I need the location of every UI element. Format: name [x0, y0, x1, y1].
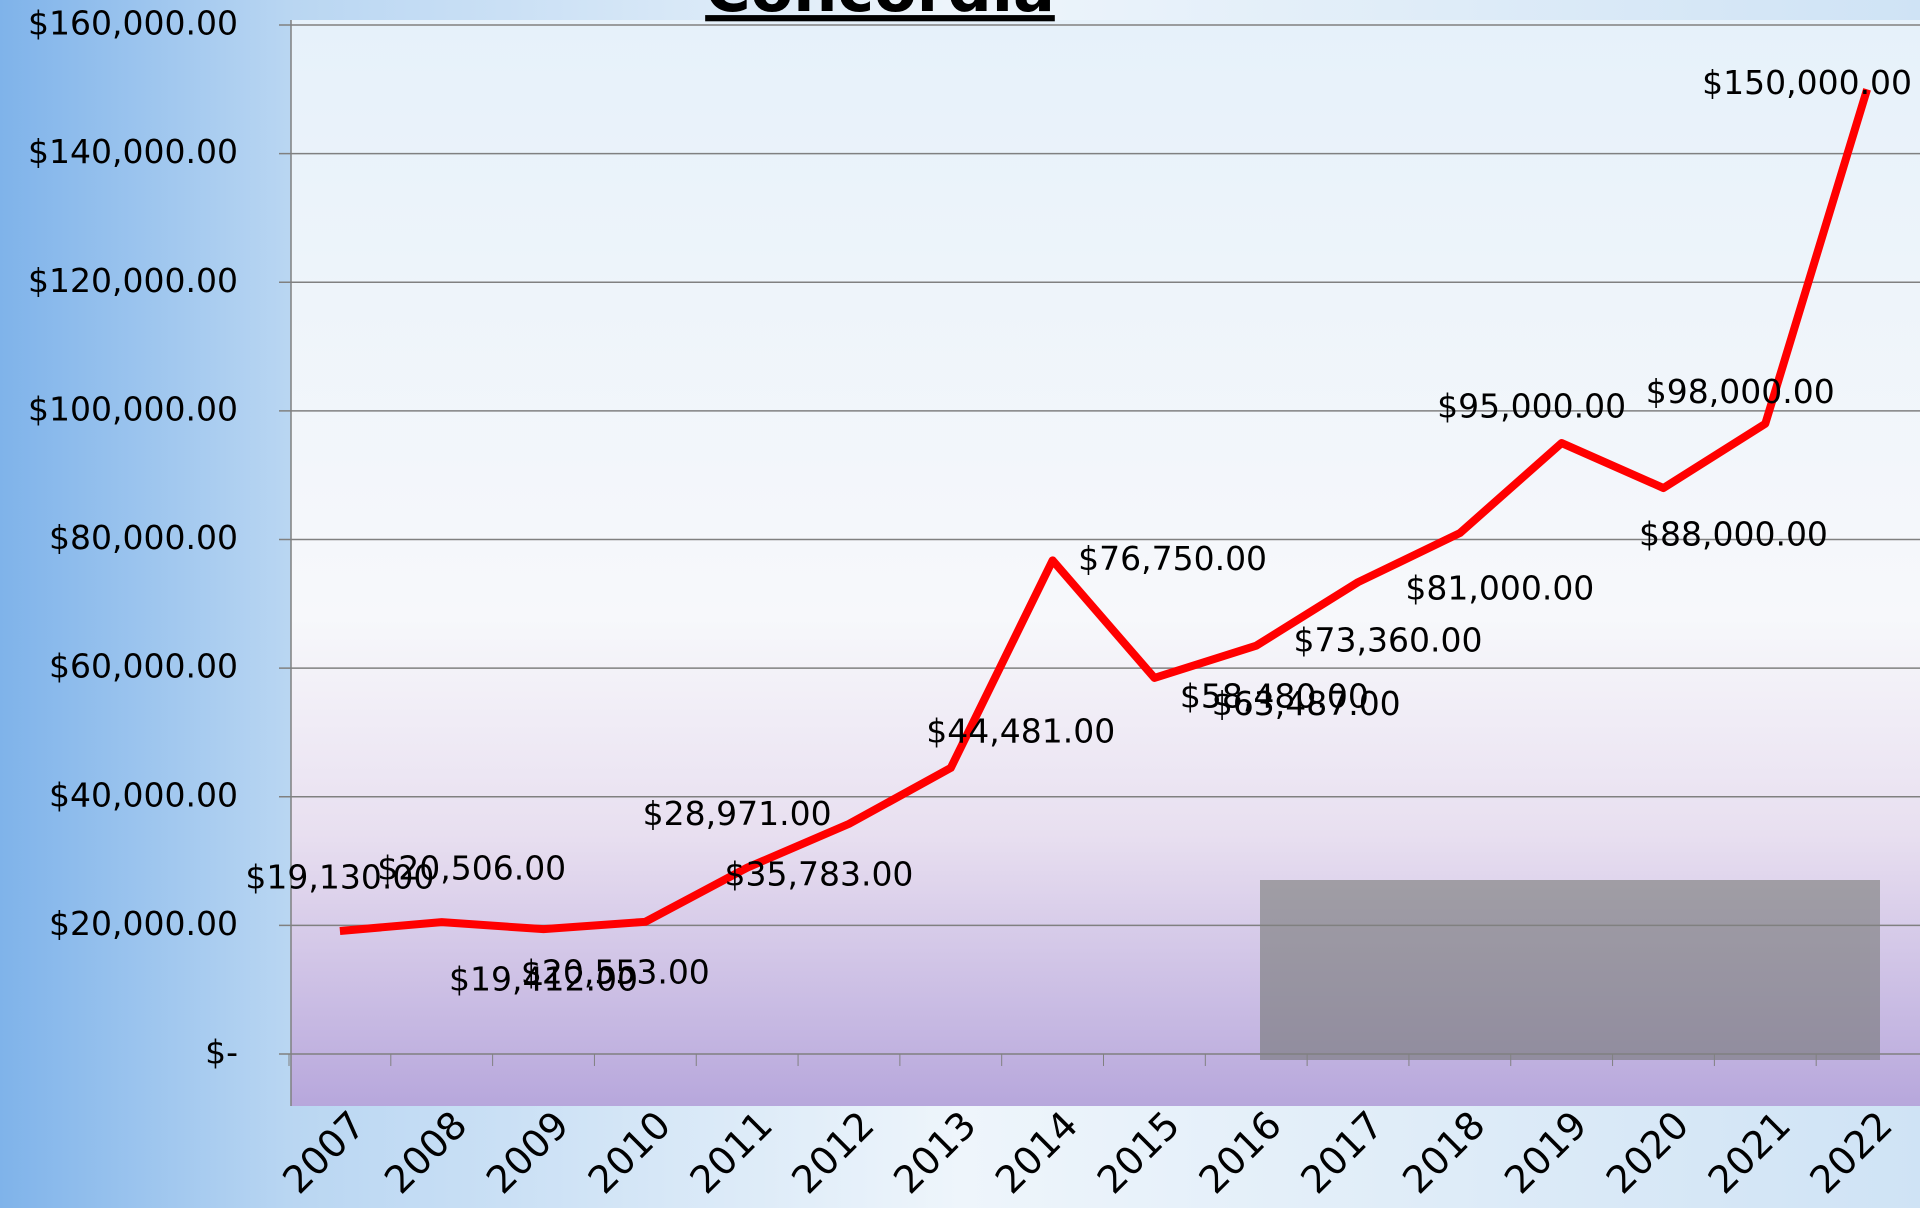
y-tick-label: $120,000.00 — [28, 261, 238, 300]
data-label: $20,553.00 — [521, 952, 710, 991]
y-tick-label: $160,000.00 — [28, 4, 238, 43]
data-label: $76,750.00 — [1078, 539, 1267, 578]
data-label: $81,000.00 — [1405, 569, 1594, 608]
data-label: $98,000.00 — [1646, 372, 1835, 411]
data-label: $95,000.00 — [1437, 387, 1626, 426]
y-tick-label: $- — [205, 1033, 238, 1072]
data-label: $58,480.00 — [1180, 676, 1369, 715]
y-tick-label: $20,000.00 — [49, 904, 238, 943]
chart-title: Concordia — [705, 0, 1055, 26]
y-tick-label: $40,000.00 — [49, 775, 238, 814]
data-line — [339, 88, 1871, 935]
y-tick-label: $140,000.00 — [28, 132, 238, 171]
y-tick-label: $80,000.00 — [49, 518, 238, 557]
data-label: $19,130.00 — [245, 857, 434, 896]
background-building — [1260, 880, 1880, 1060]
y-tick-label: $60,000.00 — [49, 647, 238, 686]
y-tick-label: $100,000.00 — [28, 389, 238, 428]
data-label: $44,481.00 — [926, 711, 1115, 750]
data-label: $150,000.00 — [1702, 63, 1912, 102]
data-label: $28,971.00 — [643, 794, 832, 833]
data-label: $35,783.00 — [724, 854, 913, 893]
data-label: $19,412.00 — [449, 960, 638, 999]
data-label: $88,000.00 — [1639, 515, 1828, 554]
data-label: $73,360.00 — [1294, 621, 1483, 660]
data-label: $63,487.00 — [1212, 684, 1401, 723]
data-label: $20,506.00 — [377, 849, 566, 888]
